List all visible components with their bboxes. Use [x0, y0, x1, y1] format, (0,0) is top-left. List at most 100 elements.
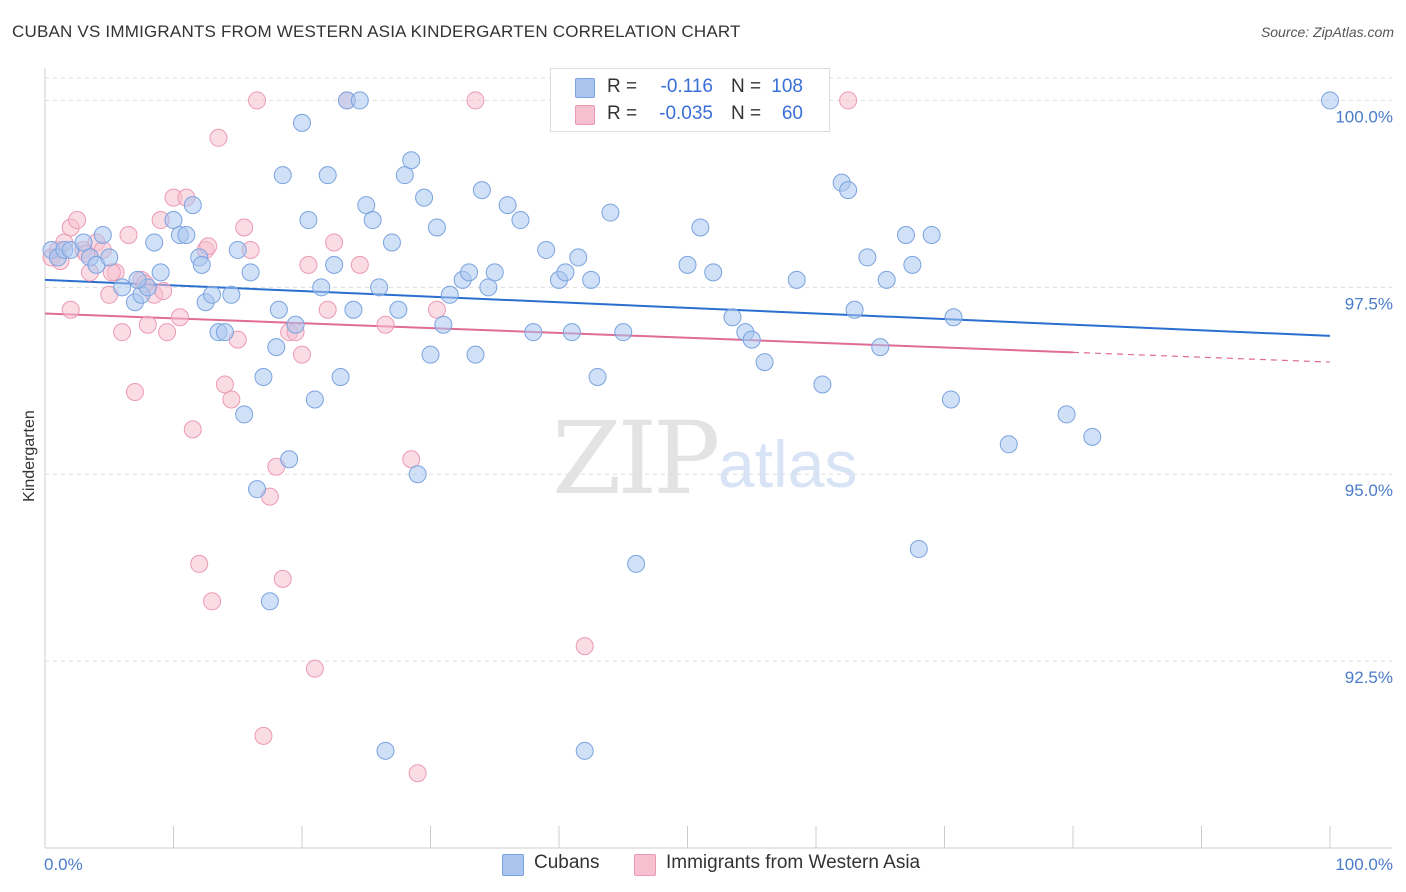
source-label: Source: ZipAtlas.com [1260, 24, 1394, 40]
cuban-point [562, 323, 581, 342]
cuban-point [601, 203, 620, 222]
cuban-point [922, 225, 941, 244]
cuban-point [575, 741, 594, 760]
gridlines [45, 77, 1392, 662]
y-tick-label: 100.0% [1335, 107, 1393, 126]
legend-row-cubans: R = -0.116 N = 108 [551, 74, 829, 102]
cuban-point [588, 368, 607, 387]
y-tick-label: 95.0% [1345, 481, 1393, 500]
axes [44, 68, 1392, 849]
immigrant-point [119, 225, 138, 244]
cuban-point [691, 218, 710, 237]
cuban-point [286, 315, 305, 334]
immigrant-point [376, 315, 395, 334]
r-value: -0.116 [660, 76, 713, 97]
n-label: N = [731, 103, 762, 124]
immigrant-point [203, 592, 222, 611]
cuban-point [389, 300, 408, 319]
cuban-point [723, 308, 742, 327]
cuban-point [128, 270, 147, 289]
tick-labels: 92.5% 95.0% 97.5% 100.0% 0.0% 100.0% Kindergar… [21, 107, 1393, 874]
cuban-point [999, 435, 1018, 454]
cuban-point [305, 390, 324, 409]
y-tick-label: 92.5% [1345, 668, 1393, 687]
cuban-point [1083, 427, 1102, 446]
n-value: 60 [781, 103, 803, 124]
immigrant-point [68, 211, 87, 230]
immigrant-point [839, 91, 858, 110]
cuban-point [93, 225, 112, 244]
immigrant-point [138, 315, 157, 334]
r-label: R = [607, 76, 638, 97]
cuban-point [177, 225, 196, 244]
cuban-point [944, 308, 963, 327]
immigrant-point [183, 420, 202, 439]
legend-row-immigrants: R = -0.035 N = 60 [551, 101, 829, 129]
immigrant-point [235, 218, 254, 237]
immigrant-point [170, 308, 189, 327]
cuban-point [787, 270, 806, 289]
cuban-point [267, 338, 286, 357]
immigrant-point [102, 263, 121, 282]
watermark-atlas: atlas [718, 427, 858, 501]
cuban-point [909, 539, 928, 558]
y-tick-label: 97.5% [1345, 294, 1393, 313]
immigrant-point [273, 569, 292, 588]
n-value: 108 [771, 76, 803, 97]
immigrant-point [154, 282, 173, 301]
cuban-point [858, 248, 877, 267]
cuban-point [421, 345, 440, 364]
immigrant-point [293, 345, 311, 364]
cuban-point [472, 181, 491, 200]
cuban-point [614, 323, 633, 342]
immigrant-point [113, 323, 132, 342]
cuban-point [402, 151, 421, 170]
cubans-swatch-icon [502, 854, 524, 876]
immigrant-point [305, 659, 324, 678]
cuban-point [479, 278, 498, 297]
immigrant-point [254, 726, 273, 745]
cuban-point [151, 263, 170, 282]
x-tick-label: 100.0% [1335, 855, 1393, 874]
correlation-legend: R = -0.116 N = 108 R = -0.035 N = 60 [550, 68, 830, 132]
cuban-point [312, 278, 331, 297]
cuban-point [485, 263, 504, 282]
legend-label-cubans: Cubans [534, 852, 600, 873]
cuban-point [260, 592, 279, 611]
cuban-point [1057, 405, 1076, 424]
cuban-point [755, 353, 774, 372]
cuban-point [839, 181, 858, 200]
immigrant-point [222, 390, 241, 409]
cuban-point [248, 480, 267, 499]
cuban-point [415, 188, 434, 207]
cuban-point [203, 285, 222, 304]
chart-title: CUBAN VS IMMIGRANTS FROM WESTERN ASIA KI… [12, 22, 741, 41]
cuban-point [113, 278, 132, 297]
cuban-point [408, 465, 427, 484]
cuban-point [434, 315, 453, 334]
data-points [42, 91, 1339, 783]
immigrant-point [215, 375, 234, 394]
immigrant-point [190, 554, 209, 573]
immigrant-point [427, 300, 446, 319]
cuban-point [524, 323, 543, 342]
immigrant-point [408, 764, 427, 783]
cuban-point [845, 300, 864, 319]
cuban-point [427, 218, 446, 237]
cuban-point [742, 330, 761, 349]
cuban-point [460, 263, 479, 282]
cuban-point [1321, 91, 1339, 110]
cuban-point [871, 338, 890, 357]
immigrant-point [158, 323, 177, 342]
cuban-point [215, 323, 234, 342]
cuban-point [344, 300, 363, 319]
cuban-point [813, 375, 832, 394]
cuban-point [498, 196, 517, 215]
immigrant-point [209, 128, 228, 147]
immigrant-point [350, 255, 369, 274]
r-value: -0.035 [659, 103, 713, 124]
cuban-point [145, 233, 164, 252]
cuban-point [678, 255, 697, 274]
cuban-point [254, 368, 273, 387]
